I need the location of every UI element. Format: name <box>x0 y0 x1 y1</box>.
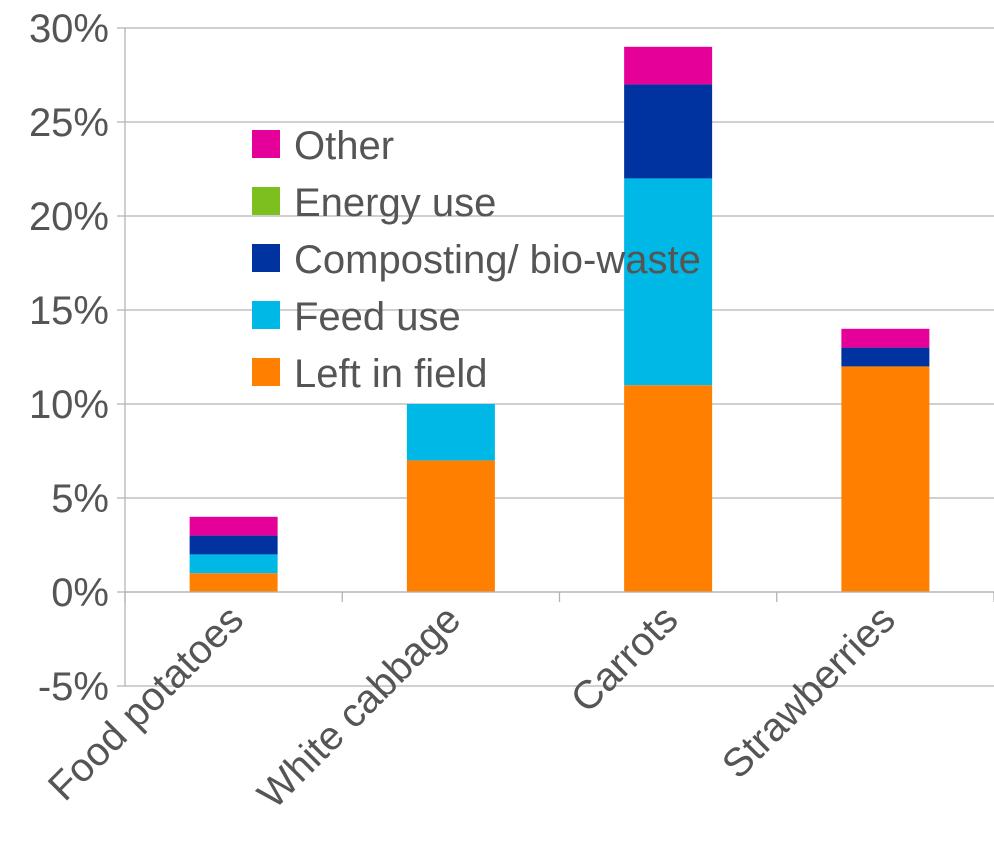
y-tick-label: 10% <box>29 383 109 427</box>
y-axis-ticks: -5% 0% 5% 10% 15% 20% 25% 30% <box>29 7 109 709</box>
legend-label: Feed use <box>294 295 461 339</box>
legend-swatch <box>252 187 280 215</box>
bar-segment-other <box>624 46 713 85</box>
legend-swatch <box>252 130 280 158</box>
x-axis <box>124 28 994 686</box>
x-category-label: White cabbage <box>249 597 469 817</box>
bar-segment-feed-use <box>406 404 495 461</box>
y-tick-label: 30% <box>29 7 109 51</box>
bar-segment-composting-bio-waste <box>189 535 278 555</box>
y-tick-label: 25% <box>29 101 109 145</box>
bars <box>189 46 930 592</box>
legend-swatch <box>252 358 280 386</box>
bar-segment-left-in-field <box>624 385 713 592</box>
legend-label: Energy use <box>294 181 496 225</box>
bar-segment-feed-use <box>624 178 713 386</box>
bar-segment-left-in-field <box>841 366 930 592</box>
bar-segment-composting-bio-waste <box>841 347 930 367</box>
bar-segment-left-in-field <box>406 460 495 592</box>
bar-segment-left-in-field <box>189 573 278 592</box>
bar-segment-other <box>189 516 278 536</box>
legend: Other Energy use Composting/ bio-waste Feed… <box>252 124 701 396</box>
bar-segment-feed-use <box>189 554 278 574</box>
bar-segment-other <box>841 328 930 348</box>
legend-swatch <box>252 301 280 329</box>
x-category-label: Carrots <box>563 597 687 721</box>
y-tick-label: 5% <box>51 477 109 521</box>
y-tick-label: -5% <box>38 665 109 709</box>
y-tick-label: 0% <box>51 571 109 615</box>
legend-swatch <box>252 244 280 272</box>
legend-label: Other <box>294 124 394 168</box>
bar-segment-composting-bio-waste <box>624 84 713 179</box>
y-tick-label: 20% <box>29 195 109 239</box>
legend-label: Composting/ bio-waste <box>294 238 701 282</box>
legend-label: Left in field <box>294 352 487 396</box>
x-category-label: Strawberries <box>714 597 904 787</box>
y-tick-label: 15% <box>29 289 109 333</box>
